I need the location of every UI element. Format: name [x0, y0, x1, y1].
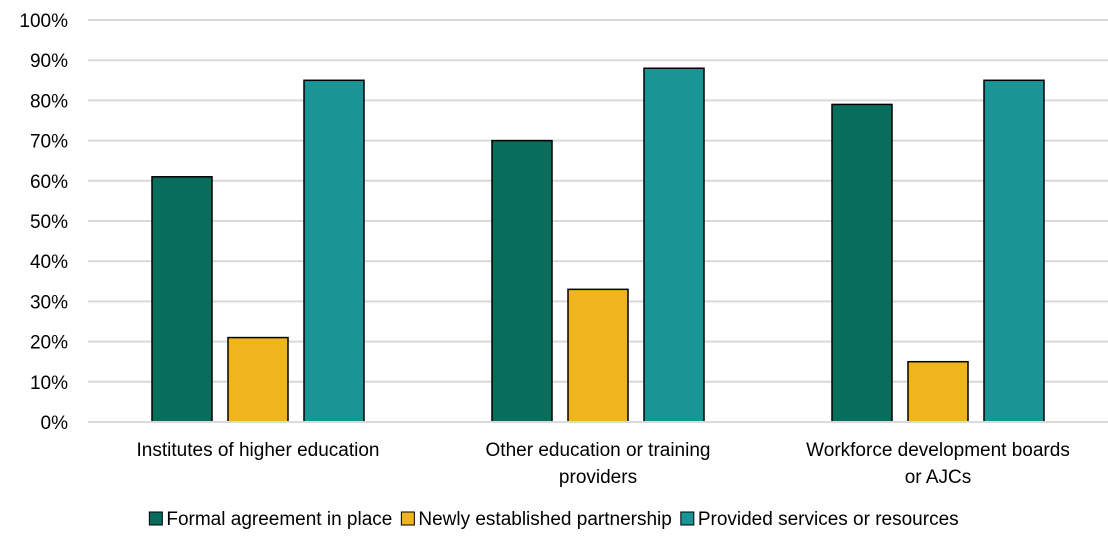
y-tick-label: 90% [30, 51, 68, 72]
legend-item: Formal agreement in place [148, 509, 392, 530]
x-category-label: Institutes of higher education [137, 440, 380, 461]
legend: Formal agreement in place Newly establish… [148, 509, 959, 530]
bar [907, 360, 969, 423]
legend-label: Formal agreement in place [166, 509, 392, 530]
y-tick-label: 100% [19, 11, 68, 32]
y-tick-label: 70% [30, 132, 68, 153]
bar [491, 139, 553, 423]
y-tick-label: 10% [30, 373, 68, 394]
legend-swatch [148, 511, 163, 526]
y-tick-label: 30% [30, 292, 68, 313]
y-tick-label: 80% [30, 91, 68, 112]
bar [151, 176, 213, 423]
bar [303, 79, 365, 423]
legend-item: Newly established partnership [400, 509, 672, 530]
legend-label: Provided services or resources [698, 509, 959, 530]
legend-label: Newly established partnership [418, 509, 671, 530]
bar [983, 79, 1045, 423]
y-tick-label: 60% [30, 172, 68, 193]
bar [831, 103, 893, 423]
legend-items: Formal agreement in place Newly establish… [148, 509, 959, 530]
y-tick-label: 50% [30, 212, 68, 233]
y-tick-label: 0% [41, 413, 69, 434]
bar [643, 67, 705, 423]
legend-item: Provided services or resources [680, 509, 959, 530]
bars [151, 67, 1045, 423]
x-category-label: or AJCs [905, 467, 972, 488]
x-axis: Institutes of higher education Other educ… [88, 421, 1108, 488]
x-category-label: Other education or training [486, 440, 711, 461]
legend-swatch [680, 511, 695, 526]
bar [567, 288, 629, 423]
x-category-label: Workforce development boards [806, 440, 1070, 461]
y-axis: 0% 10% 20% 30% 40% 50% 60% 70% 80% 90% 100% [19, 11, 68, 434]
legend-swatch [400, 511, 415, 526]
bar [227, 336, 289, 423]
y-tick-label: 40% [30, 252, 68, 273]
y-tick-label: 20% [30, 333, 68, 354]
x-category-label: providers [559, 467, 637, 488]
